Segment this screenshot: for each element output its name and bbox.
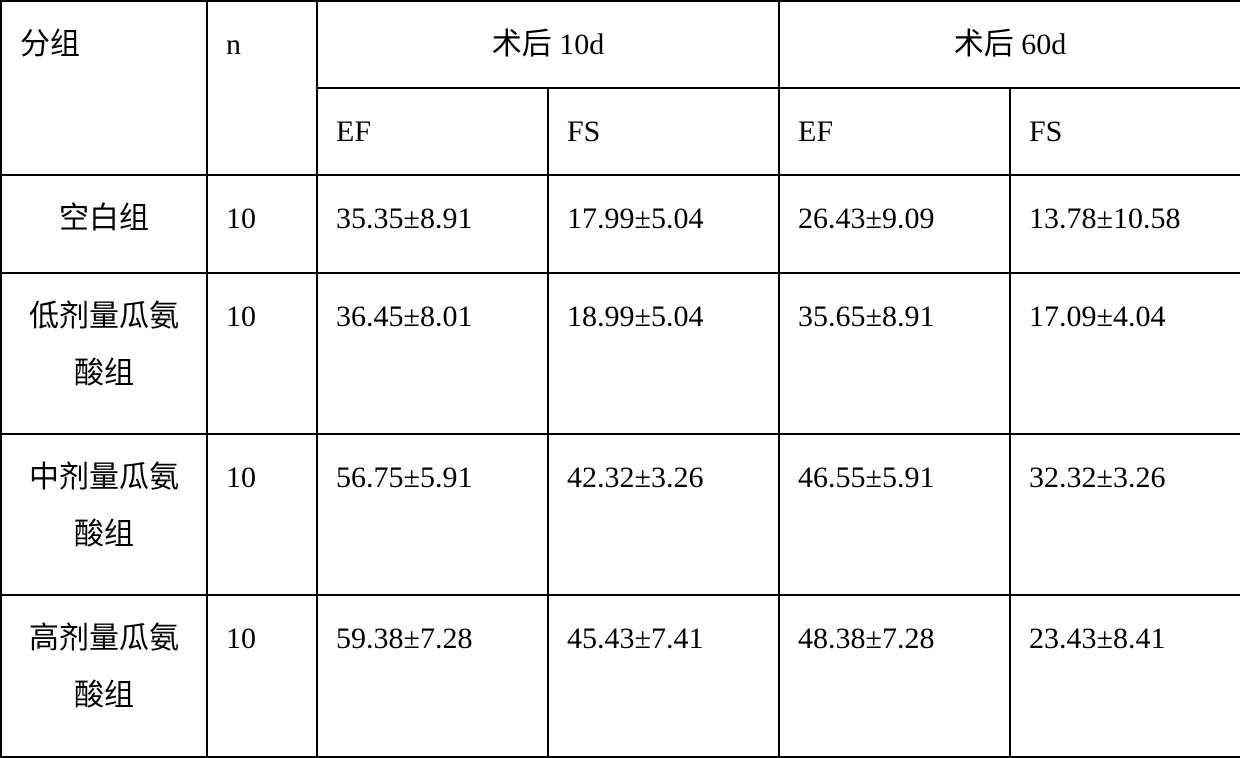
header-n: n	[207, 1, 317, 175]
cell-p1-fs: 18.99±5.04	[548, 273, 779, 434]
cell-n: 10	[207, 175, 317, 273]
cell-n: 10	[207, 434, 317, 595]
header-period-60d: 术后 60d	[779, 1, 1240, 88]
table-row: 中剂量瓜氨酸组 10 56.75±5.91 42.32±3.26 46.55±5…	[1, 434, 1240, 595]
header-p2-ef: EF	[779, 88, 1010, 175]
header-p1-ef: EF	[317, 88, 548, 175]
cell-p2-fs: 13.78±10.58	[1010, 175, 1240, 273]
cell-p1-ef: 56.75±5.91	[317, 434, 548, 595]
header-p2-fs: FS	[1010, 88, 1240, 175]
cell-group: 空白组	[1, 175, 207, 273]
cell-n: 10	[207, 273, 317, 434]
header-p1-fs: FS	[548, 88, 779, 175]
cell-p2-ef: 46.55±5.91	[779, 434, 1010, 595]
table-row: 高剂量瓜氨酸组 10 59.38±7.28 45.43±7.41 48.38±7…	[1, 595, 1240, 757]
cell-n: 10	[207, 595, 317, 757]
cell-group: 高剂量瓜氨酸组	[1, 595, 207, 757]
header-group: 分组	[1, 1, 207, 175]
cell-p1-ef: 36.45±8.01	[317, 273, 548, 434]
cell-group: 低剂量瓜氨酸组	[1, 273, 207, 434]
data-table: 分组 n 术后 10d 术后 60d EF FS EF FS 空白组 10 35…	[0, 0, 1240, 758]
cell-p2-ef: 26.43±9.09	[779, 175, 1010, 273]
cell-p2-fs: 32.32±3.26	[1010, 434, 1240, 595]
cell-p2-ef: 35.65±8.91	[779, 273, 1010, 434]
table-row: 空白组 10 35.35±8.91 17.99±5.04 26.43±9.09 …	[1, 175, 1240, 273]
cell-p2-fs: 23.43±8.41	[1010, 595, 1240, 757]
table-row: 低剂量瓜氨酸组 10 36.45±8.01 18.99±5.04 35.65±8…	[1, 273, 1240, 434]
header-period-10d: 术后 10d	[317, 1, 779, 88]
cell-p1-fs: 42.32±3.26	[548, 434, 779, 595]
cell-p2-ef: 48.38±7.28	[779, 595, 1010, 757]
data-table-container: 分组 n 术后 10d 术后 60d EF FS EF FS 空白组 10 35…	[0, 0, 1240, 758]
cell-p1-fs: 17.99±5.04	[548, 175, 779, 273]
cell-group: 中剂量瓜氨酸组	[1, 434, 207, 595]
cell-p1-fs: 45.43±7.41	[548, 595, 779, 757]
cell-p1-ef: 35.35±8.91	[317, 175, 548, 273]
cell-p2-fs: 17.09±4.04	[1010, 273, 1240, 434]
cell-p1-ef: 59.38±7.28	[317, 595, 548, 757]
table-header-row-1: 分组 n 术后 10d 术后 60d	[1, 1, 1240, 88]
